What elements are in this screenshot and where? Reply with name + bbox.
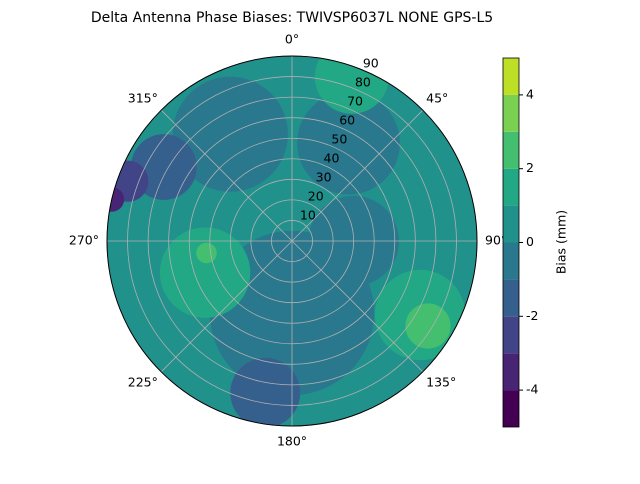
colorbar-tick-label: 0 xyxy=(526,234,534,249)
colorbar-segment xyxy=(503,353,519,391)
colorbar-segment xyxy=(503,390,519,427)
r-tick-label: 40 xyxy=(324,151,340,166)
r-tick-label: 70 xyxy=(347,94,363,109)
chart-title: Delta Antenna Phase Biases: TWIVSP6037L … xyxy=(91,10,493,26)
colorbar-tick-label: 4 xyxy=(526,86,534,101)
theta-tick-label: 180° xyxy=(277,434,307,449)
contour-region xyxy=(297,91,400,195)
colorbar-tick-label: -2 xyxy=(526,308,538,323)
grid-spoke xyxy=(291,109,424,242)
colorbar-segment xyxy=(503,242,519,280)
theta-tick-label: 315° xyxy=(128,90,158,105)
grid-spoke xyxy=(160,240,293,373)
grid-spoke xyxy=(160,109,293,242)
colorbar-segment xyxy=(503,58,519,95)
r-tick-label: 50 xyxy=(331,132,347,147)
r-tick-label: 10 xyxy=(300,208,316,223)
colorbar-segment xyxy=(503,168,519,206)
colorbar-tick-label: -4 xyxy=(526,382,539,397)
colorbar-segment xyxy=(503,316,519,354)
colorbar-tick-label: 2 xyxy=(526,160,534,175)
theta-tick-label: 45° xyxy=(426,90,448,105)
colorbar-segment xyxy=(503,279,519,317)
theta-tick-label: 90° xyxy=(485,233,507,248)
contour-region xyxy=(405,303,451,349)
theta-tick-label: 225° xyxy=(128,375,158,390)
theta-tick-label: 135° xyxy=(426,375,456,390)
r-tick-label: 60 xyxy=(339,113,355,128)
contour-region xyxy=(196,242,217,264)
theta-tick-label: 270° xyxy=(69,233,99,248)
r-tick-label: 30 xyxy=(316,170,332,185)
colorbar-segment xyxy=(503,205,519,243)
r-tick-label: 80 xyxy=(355,75,371,90)
colorbar-segment xyxy=(503,94,519,132)
grid-spoke xyxy=(291,240,424,373)
polar-frame xyxy=(106,55,478,427)
contour-region xyxy=(230,357,301,426)
r-tick-label: 20 xyxy=(308,189,324,204)
contour-region xyxy=(159,227,251,318)
r-tick-label: 90 xyxy=(363,56,379,71)
colorbar-segment xyxy=(503,131,519,169)
theta-tick-label: 0° xyxy=(285,32,299,47)
colorbar-label: Bias (mm) xyxy=(554,210,569,274)
